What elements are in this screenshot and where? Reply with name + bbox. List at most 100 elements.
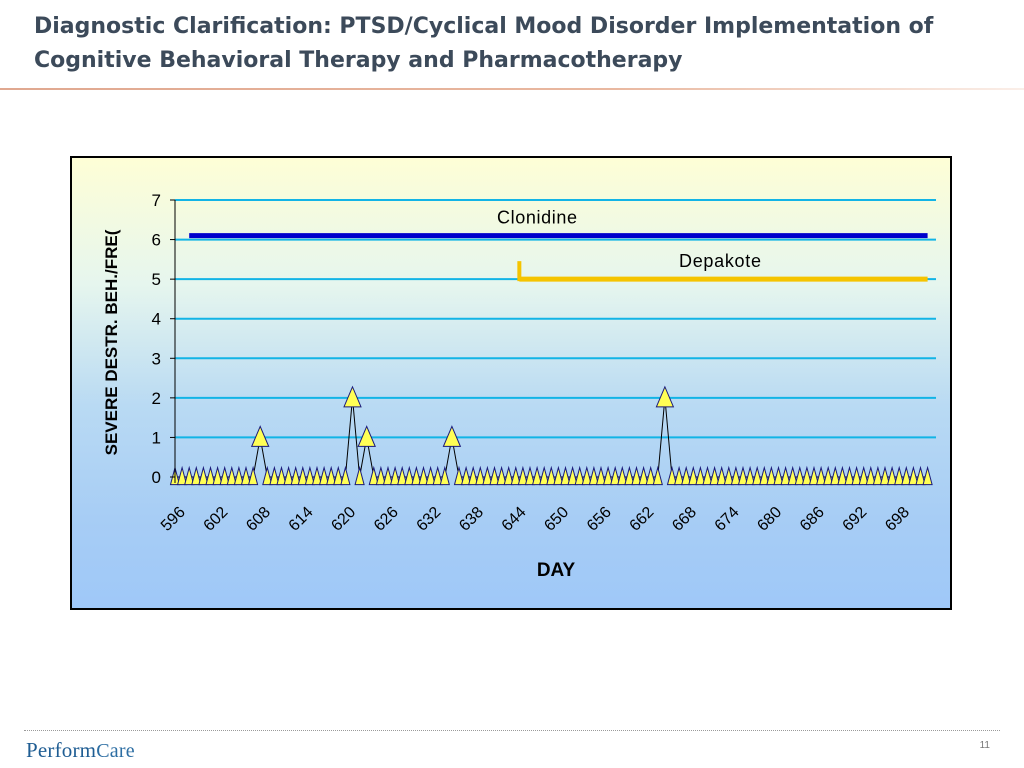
data-point	[276, 465, 287, 486]
x-tick-label: 662	[627, 504, 658, 535]
data-point	[858, 465, 869, 486]
data-point	[730, 465, 742, 486]
chart: Clonidine Depakote 0 1 2 3 4 5 6 7 596 602 608 614 62…	[102, 191, 936, 581]
data-point	[830, 465, 841, 486]
data-point	[808, 465, 820, 486]
x-tick-label: 656	[584, 504, 615, 535]
data-point	[184, 465, 195, 486]
data-point	[389, 465, 401, 486]
x-tick-label: 596	[158, 504, 189, 535]
data-point	[886, 465, 898, 486]
data-point	[737, 465, 749, 486]
data-point	[595, 465, 607, 486]
y-tick-label: 1	[152, 428, 161, 447]
data-point	[908, 465, 919, 486]
data-point	[453, 465, 465, 486]
data-point	[404, 465, 415, 486]
x-tick-label: 668	[669, 504, 700, 535]
data-point	[226, 465, 237, 486]
x-tick-label: 650	[541, 504, 572, 535]
data-point	[787, 465, 798, 486]
data-point	[247, 465, 259, 486]
data-point	[191, 465, 202, 486]
medication-label-depakote: Depakote	[679, 251, 761, 271]
data-point	[510, 465, 521, 486]
data-point	[439, 465, 450, 486]
data-point	[333, 465, 344, 486]
data-point	[716, 465, 727, 486]
data-point	[702, 465, 713, 486]
data-point	[290, 465, 301, 486]
x-tick-label: 602	[201, 504, 232, 535]
data-point	[823, 465, 834, 486]
data-point	[652, 465, 663, 486]
data-point	[198, 465, 209, 486]
logo-prefix: Perform	[26, 738, 97, 762]
y-tick-label: 0	[152, 468, 161, 487]
data-point	[709, 465, 720, 486]
data-point	[815, 465, 827, 486]
y-tick-label: 6	[152, 231, 161, 250]
data-point	[475, 465, 486, 486]
data-point	[219, 465, 230, 486]
data-point	[759, 465, 770, 486]
data-point-peak	[250, 425, 270, 447]
data-point	[432, 465, 443, 486]
data-point	[567, 465, 578, 486]
data-point	[503, 465, 514, 486]
data-point-peak	[442, 425, 462, 447]
chart-frame: Clonidine Depakote 0 1 2 3 4 5 6 7 596 602 608 614 62…	[70, 156, 952, 610]
page-title: Diagnostic Clarification: PTSD/Cyclical …	[34, 14, 934, 73]
data-point	[844, 465, 855, 486]
data-point	[780, 465, 791, 486]
data-point	[468, 465, 479, 486]
data-point	[531, 465, 543, 486]
footer-divider	[24, 730, 1000, 731]
x-tick-label: 680	[754, 504, 785, 535]
data-point	[588, 465, 600, 486]
data-point	[901, 465, 912, 486]
data-point	[269, 465, 280, 486]
data-point	[311, 465, 323, 486]
y-tick-label: 7	[152, 191, 161, 210]
y-tick-label: 4	[152, 310, 161, 329]
x-tick-label: 692	[840, 504, 871, 535]
x-tick-label: 674	[712, 504, 743, 535]
x-tick-label: 608	[243, 504, 274, 535]
data-point	[666, 465, 678, 486]
medication-label-clonidine: Clonidine	[497, 208, 577, 228]
data-point	[673, 465, 685, 486]
data-point	[397, 465, 408, 486]
data-point	[744, 465, 756, 486]
data-point	[752, 465, 763, 486]
data-point	[638, 465, 649, 486]
data-point	[340, 465, 351, 486]
data-point	[368, 465, 379, 486]
x-tick-label: 644	[499, 504, 530, 535]
data-point	[233, 465, 245, 486]
data-point	[574, 465, 585, 486]
data-point	[489, 465, 500, 486]
data-point	[482, 465, 493, 486]
data-point	[205, 465, 216, 486]
data-point	[262, 465, 273, 486]
data-point	[688, 465, 699, 486]
x-tick-label: 632	[414, 504, 445, 535]
data-point	[624, 465, 635, 486]
title-divider	[0, 88, 1024, 90]
x-axis-title: DAY	[537, 560, 576, 581]
data-point	[695, 465, 706, 486]
data-point	[546, 465, 557, 486]
data-point	[645, 465, 656, 486]
data-point	[723, 465, 734, 486]
data-point	[617, 465, 628, 486]
data-point	[865, 465, 876, 486]
data-point	[681, 465, 692, 486]
data-point	[354, 465, 365, 486]
data-point	[318, 465, 330, 486]
logo-suffix: Care	[96, 740, 135, 762]
data-point	[631, 465, 642, 486]
data-point	[382, 465, 394, 486]
data-point	[872, 465, 884, 486]
data-point	[922, 465, 933, 486]
